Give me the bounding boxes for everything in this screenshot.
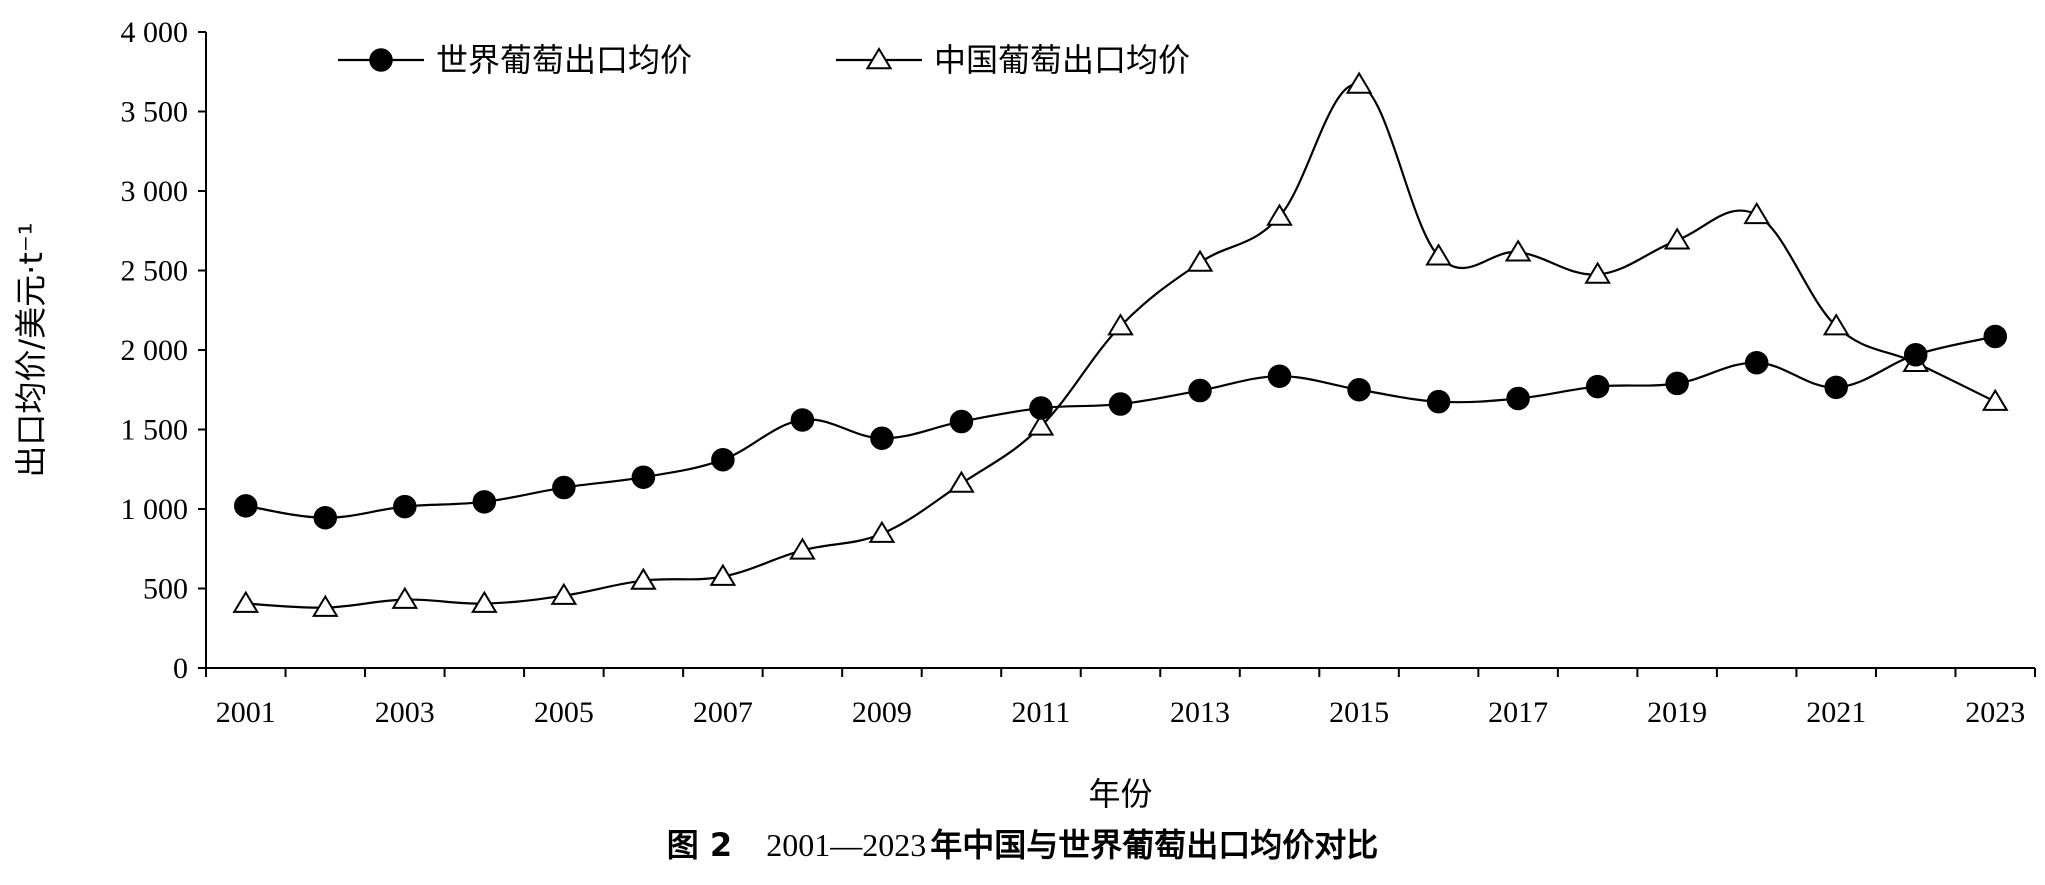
data-point (1743, 201, 1770, 225)
series-layer (232, 71, 2009, 617)
data-point (1584, 261, 1611, 284)
data-point (949, 409, 974, 434)
data-point (1267, 364, 1292, 388)
x-tick-label: 2017 (1488, 696, 1548, 729)
series-line (245, 83, 1996, 609)
y-tick-label: 0 (173, 652, 188, 685)
data-point (1186, 249, 1214, 272)
x-axis-label: 年份 (1088, 775, 1152, 810)
legend: 世界葡萄出口均价 中国葡萄出口均价 (338, 41, 1190, 79)
data-point (868, 520, 896, 543)
x-tick-label: 2007 (693, 696, 753, 729)
data-point (1426, 389, 1451, 414)
data-point (630, 567, 657, 590)
data-point (790, 408, 815, 432)
y-tick-label: 4 000 (121, 16, 189, 49)
data-point (1345, 71, 1373, 94)
data-point (393, 494, 417, 519)
y-tick-label: 2 500 (121, 255, 189, 288)
line-chart: 0 500 1 000 1 500 2 000 2 500 3 000 3 500 4 000 2… (12, 16, 2036, 810)
legend-label: 中国葡萄出口均价 (934, 41, 1190, 79)
x-tick-label: 2001 (216, 696, 276, 729)
data-point (1108, 392, 1133, 416)
data-point (1107, 313, 1134, 336)
data-point (472, 490, 497, 514)
data-point (1027, 413, 1055, 436)
y-axis-label: 出口均价/美元·t⁻¹ (12, 222, 50, 477)
data-point (1585, 374, 1610, 399)
legend-label: 世界葡萄出口均价 (436, 41, 692, 79)
data-point (1347, 378, 1371, 402)
legend-marker (369, 48, 393, 72)
data-point (1824, 375, 1848, 400)
legend-item-world: 世界葡萄出口均价 (338, 41, 692, 79)
data-point (1663, 227, 1691, 250)
x-tick-label: 2013 (1170, 696, 1230, 729)
x-tick-label: 2015 (1329, 696, 1389, 729)
y-tick-label: 1 000 (121, 493, 189, 526)
data-point (870, 426, 894, 450)
data-point (1188, 378, 1212, 403)
x-tick-label: 2005 (534, 696, 594, 729)
data-point (1504, 239, 1532, 262)
x-tick-label: 2003 (375, 696, 435, 729)
data-point (1029, 396, 1053, 420)
series-world (234, 324, 2007, 530)
x-tick-label: 2019 (1647, 696, 1707, 729)
y-tick-label: 3 000 (121, 175, 189, 208)
data-point (711, 447, 735, 472)
legend-item-china: 中国葡萄出口均价 (836, 41, 1190, 79)
data-point (1665, 371, 1689, 396)
x-tick-label: 2009 (852, 696, 912, 729)
series-china (232, 71, 2009, 617)
data-point (313, 505, 338, 530)
data-point (948, 470, 975, 493)
data-point (234, 494, 258, 518)
data-point (631, 465, 656, 489)
x-tick-label: 2011 (1012, 696, 1071, 729)
legend-marker (865, 47, 893, 70)
axes: 0 500 1 000 1 500 2 000 2 500 3 000 3 500 4 000 2… (121, 16, 2036, 729)
y-tick-label: 1 500 (121, 414, 189, 447)
x-tick-label: 2021 (1806, 696, 1866, 729)
data-point (1425, 243, 1452, 266)
caption-range: 2001—2023 (766, 827, 927, 863)
data-point (1744, 350, 1769, 375)
y-tick-label: 500 (143, 573, 188, 606)
y-tick-label: 2 000 (121, 334, 189, 367)
y-tick-label: 3 500 (121, 96, 189, 129)
caption-suffix: 年中国与世界葡萄出口均价对比 (930, 826, 1379, 864)
data-point (1981, 388, 2009, 411)
data-point (1266, 203, 1293, 226)
data-point (471, 590, 498, 613)
figure-caption: 图 2 2001—2023 年中国与世界葡萄出口均价对比 (0, 820, 2045, 866)
data-point (1822, 313, 1850, 336)
x-tick-label: 2023 (1965, 696, 2025, 729)
data-point (1506, 386, 1530, 411)
data-point (552, 475, 576, 500)
data-point (789, 537, 816, 560)
caption-prefix: 图 2 (666, 826, 733, 864)
data-point (1983, 324, 2007, 349)
data-point (1903, 343, 1928, 367)
series-line (245, 335, 1996, 519)
data-point (311, 594, 339, 617)
data-point (232, 590, 260, 613)
data-point (550, 582, 578, 605)
data-point (391, 586, 419, 609)
data-point (709, 563, 737, 586)
